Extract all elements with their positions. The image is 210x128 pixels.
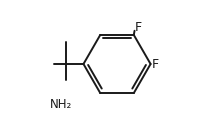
Text: F: F (152, 57, 159, 71)
Text: F: F (135, 22, 142, 34)
Text: NH₂: NH₂ (50, 98, 72, 111)
